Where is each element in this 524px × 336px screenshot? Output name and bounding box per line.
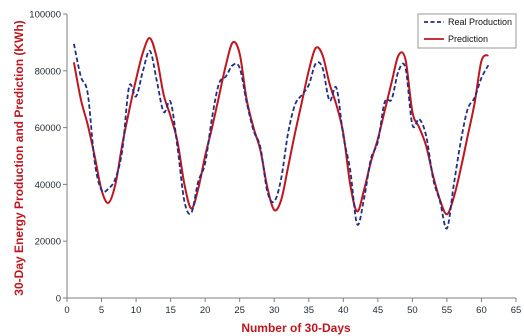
x-tick-label: 60 (476, 305, 487, 316)
series-layer (72, 37, 490, 230)
y-tick-label: 0 (56, 294, 61, 305)
y-tick-label: 100000 (29, 10, 61, 21)
x-tick-label: 55 (442, 305, 453, 316)
y-tick-label: 40000 (35, 180, 61, 191)
y-tick-label: 80000 (35, 66, 61, 77)
x-tick-label: 35 (303, 305, 314, 316)
x-axis-ticks: 0 5 10 15 20 25 30 35 40 45 50 55 60 65 (64, 298, 521, 316)
y-tick-label: 60000 (35, 123, 61, 134)
x-tick-label: 45 (373, 305, 384, 316)
x-tick-label: 20 (200, 305, 211, 316)
legend: Real Production Prediction (417, 13, 517, 49)
series-line-real-production (73, 43, 490, 230)
y-tick-label: 20000 (35, 237, 61, 248)
axes (66, 14, 516, 299)
x-tick-label: 40 (338, 305, 349, 316)
legend-label-prediction: Prediction (448, 34, 488, 44)
y-axis-ticks: 0 20000 40000 60000 80000 100000 (29, 10, 67, 305)
legend-box (417, 13, 517, 49)
x-tick-label: 30 (269, 305, 280, 316)
x-tick-label: 5 (99, 305, 104, 316)
x-tick-label: 50 (407, 305, 418, 316)
x-tick-label: 0 (64, 305, 69, 316)
legend-label-real-production: Real Production (448, 17, 512, 27)
x-tick-label: 25 (234, 305, 245, 316)
x-axis-title: Number of 30-Days (241, 321, 351, 335)
x-tick-label: 15 (165, 305, 176, 316)
series-line-prediction (72, 37, 490, 216)
x-tick-label: 65 (511, 305, 522, 316)
x-tick-label: 10 (131, 305, 142, 316)
y-axis-title: 30-Day Energy Production and Prediction … (12, 20, 26, 295)
